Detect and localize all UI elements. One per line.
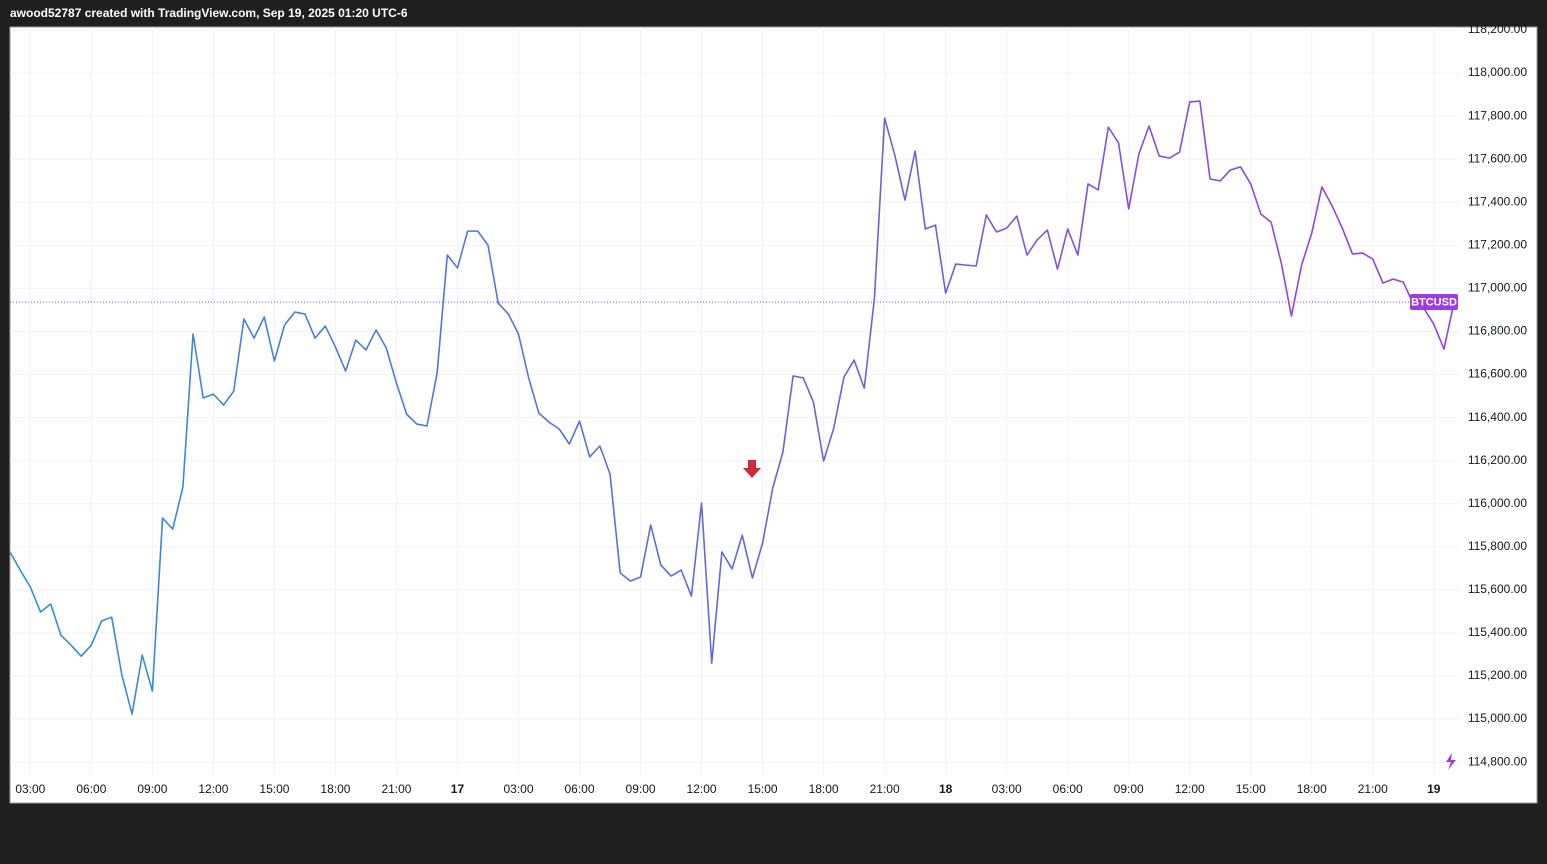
y-tick-label: 118,200.00 [1468, 22, 1527, 36]
x-tick-label: 12:00 [687, 782, 717, 796]
x-tick-label: 03:00 [503, 782, 533, 796]
x-tick-label: 21:00 [1358, 782, 1388, 796]
x-tick-label: 15:00 [1236, 782, 1266, 796]
y-tick-label: 117,800.00 [1468, 108, 1527, 122]
x-tick-label: 12:00 [1175, 782, 1205, 796]
x-tick-label: 21:00 [870, 782, 900, 796]
x-tick-label: 09:00 [626, 782, 656, 796]
y-tick-label: 116,600.00 [1468, 367, 1527, 381]
x-tick-label: 21:00 [381, 782, 411, 796]
x-tick-label: 09:00 [1114, 782, 1144, 796]
y-tick-label: 115,400.00 [1468, 625, 1527, 639]
x-tick-label: 09:00 [137, 782, 167, 796]
y-tick-label: 115,800.00 [1468, 539, 1527, 553]
x-tick-label: 03:00 [15, 782, 45, 796]
y-tick-label: 114,800.00 [1468, 754, 1527, 768]
x-tick-label: 17 [451, 782, 465, 796]
header-credit: awood52787 created with TradingView.com,… [10, 6, 408, 20]
y-tick-label: 116,000.00 [1468, 496, 1527, 510]
symbol-label: BTCUSD [1411, 296, 1457, 308]
x-tick-label: 06:00 [565, 782, 595, 796]
x-tick-label: 15:00 [748, 782, 778, 796]
y-tick-label: 116,800.00 [1468, 324, 1527, 338]
x-tick-label: 18:00 [1297, 782, 1327, 796]
y-tick-label: 115,600.00 [1468, 582, 1527, 596]
plot: BTCUSD [9, 100, 1458, 715]
y-tick-label: 117,600.00 [1468, 151, 1527, 165]
y-tick-label: 115,200.00 [1468, 668, 1527, 682]
marker-arrow [743, 460, 761, 478]
y-tick-label: 116,400.00 [1468, 410, 1527, 424]
y-tick-label: 116,200.00 [1468, 453, 1527, 467]
y-tick-label: 117,400.00 [1468, 194, 1527, 208]
y-tick-label: 118,000.00 [1468, 65, 1527, 79]
x-tick-label: 18 [939, 782, 953, 796]
x-tick-label: 18:00 [809, 782, 839, 796]
y-tick-label: 117,200.00 [1468, 238, 1527, 252]
x-tick-label: 19 [1427, 782, 1441, 796]
x-tick-label: 03:00 [992, 782, 1022, 796]
logo-icon [1446, 753, 1456, 770]
price-line [9, 100, 1455, 715]
x-tick-label: 06:00 [1053, 782, 1083, 796]
x-tick-label: 18:00 [320, 782, 350, 796]
x-tick-label: 12:00 [198, 782, 228, 796]
x-tick-label: 06:00 [76, 782, 106, 796]
x-tick-label: 15:00 [259, 782, 289, 796]
symbol-badge [1410, 293, 1458, 310]
chart-panel [9, 26, 1538, 804]
grid [10, 27, 1460, 775]
y-tick-label: 117,000.00 [1468, 281, 1527, 295]
y-tick-label: 115,000.00 [1468, 711, 1527, 725]
